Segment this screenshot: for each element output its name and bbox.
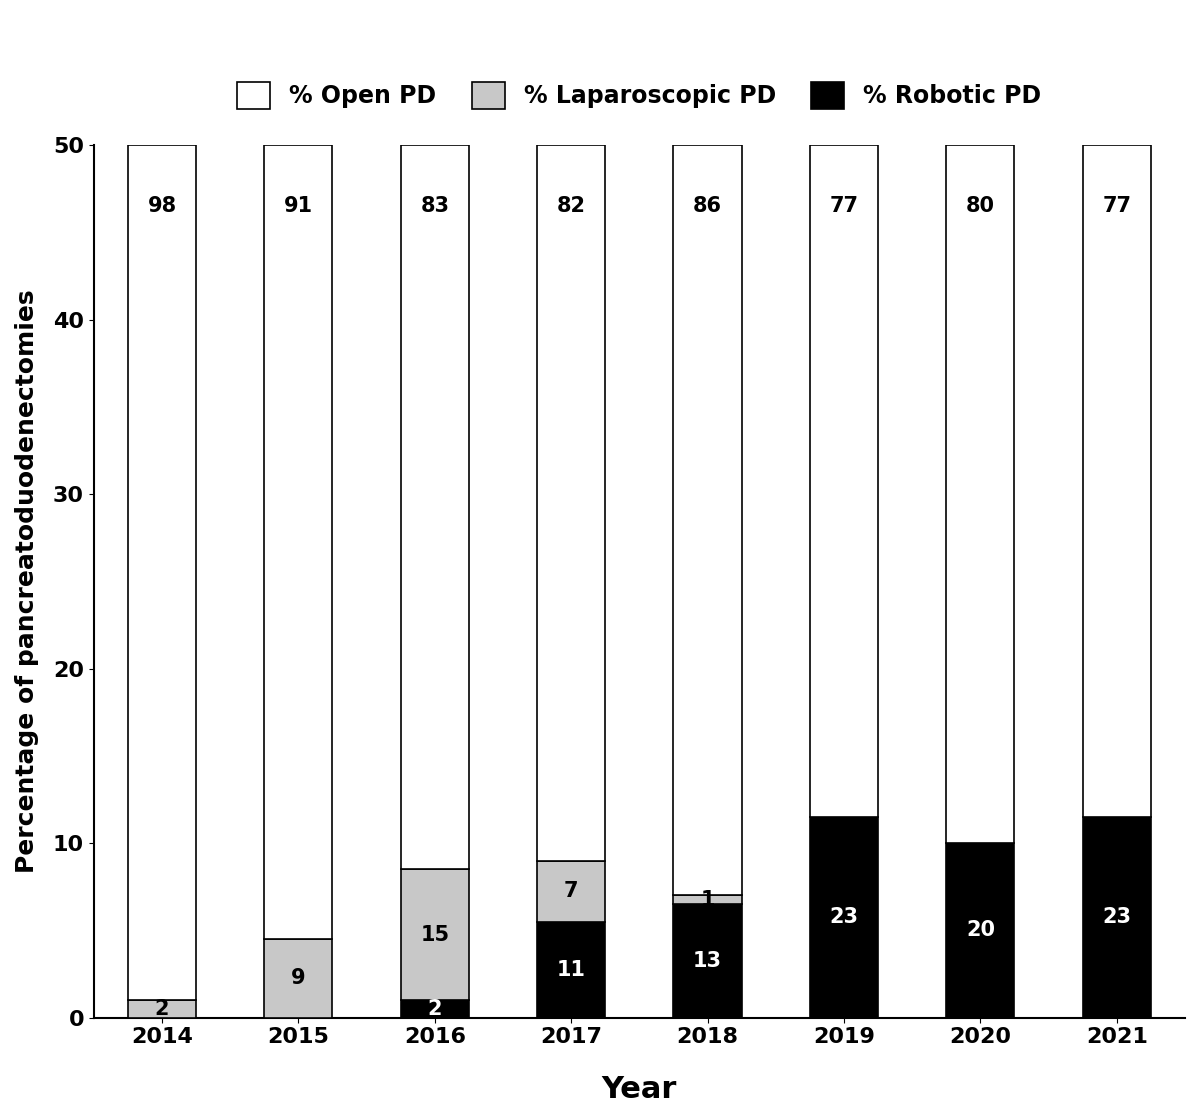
Text: 82: 82	[557, 196, 586, 216]
Bar	[1082, 817, 1151, 1017]
Bar	[947, 145, 1014, 843]
Text: 83: 83	[420, 196, 449, 216]
X-axis label: Year: Year	[601, 1075, 677, 1104]
Text: 80: 80	[966, 196, 995, 216]
Text: 11: 11	[557, 959, 586, 979]
Bar	[128, 1000, 196, 1017]
Bar	[128, 145, 196, 1000]
Text: 7: 7	[564, 881, 578, 901]
Bar	[538, 861, 605, 922]
Bar	[673, 895, 742, 904]
Bar	[538, 145, 605, 861]
Legend: % Open PD, % Laparoscopic PD, % Robotic PD: % Open PD, % Laparoscopic PD, % Robotic …	[226, 69, 1054, 121]
Bar	[264, 939, 332, 1017]
Text: 2: 2	[155, 999, 169, 1018]
Bar	[538, 922, 605, 1017]
Text: 2: 2	[427, 999, 442, 1018]
Text: 23: 23	[829, 908, 858, 928]
Bar	[673, 145, 742, 895]
Text: 86: 86	[694, 196, 722, 216]
Text: 77: 77	[1103, 196, 1132, 216]
Bar	[264, 145, 332, 939]
Bar	[810, 817, 878, 1017]
Text: 20: 20	[966, 920, 995, 940]
Bar	[401, 1000, 469, 1017]
Text: 91: 91	[283, 196, 313, 216]
Y-axis label: Percentage of pancreatoduodenectomies: Percentage of pancreatoduodenectomies	[14, 290, 40, 873]
Text: 1: 1	[701, 890, 715, 910]
Bar	[401, 869, 469, 1000]
Bar	[810, 145, 878, 817]
Text: 13: 13	[694, 951, 722, 971]
Bar	[1082, 145, 1151, 817]
Bar	[673, 904, 742, 1017]
Text: 15: 15	[420, 924, 449, 944]
Text: 98: 98	[148, 196, 176, 216]
Text: 23: 23	[1103, 908, 1132, 928]
Text: 77: 77	[829, 196, 858, 216]
Text: 9: 9	[292, 968, 306, 988]
Bar	[947, 843, 1014, 1017]
Bar	[401, 145, 469, 869]
